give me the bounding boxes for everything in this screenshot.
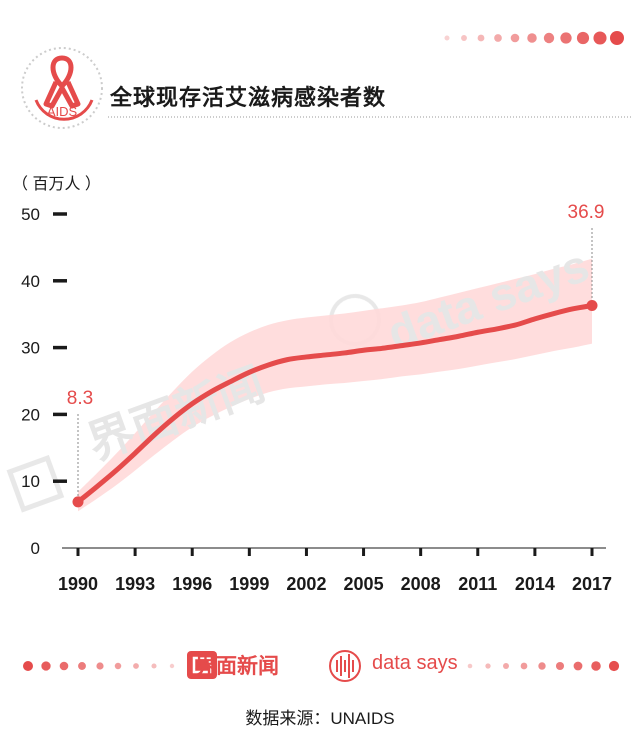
data-source: 数据来源：UNAIDS — [245, 709, 395, 728]
x-tick-label: 1999 — [229, 574, 269, 594]
decorative-dot — [593, 31, 607, 45]
y-tick-label: 40 — [21, 272, 40, 291]
decorative-dot — [608, 660, 620, 672]
decorative-dot — [23, 661, 33, 671]
decorative-dot — [41, 661, 51, 671]
jiemian-logo-icon — [187, 651, 217, 679]
decorative-dot — [485, 663, 491, 669]
decorative-dot — [114, 662, 122, 670]
decorative-dot — [560, 32, 572, 44]
x-tick-label: 2011 — [458, 574, 497, 594]
decorative-dot — [576, 31, 590, 45]
data-label: 8.3 — [67, 388, 93, 409]
y-tick-label: 30 — [21, 339, 40, 358]
decorative-dot — [610, 31, 624, 45]
decorative-dot — [59, 661, 69, 671]
decorative-dot — [510, 33, 520, 43]
decorative-dot — [494, 34, 502, 42]
x-tick-label: 2017 — [572, 574, 612, 594]
x-tick-label: 2005 — [344, 574, 384, 594]
uncertainty-band — [78, 258, 592, 512]
data-label: 36.9 — [568, 202, 605, 223]
decorative-dot — [520, 662, 528, 670]
decorative-dot — [503, 663, 509, 669]
decorative-dot — [573, 661, 583, 671]
y-tick-label: 50 — [21, 205, 40, 224]
x-tick-label: 2008 — [401, 574, 441, 594]
x-tick-label: 1990 — [58, 574, 98, 594]
decorative-dot — [461, 35, 467, 41]
y-tick-label: 0 — [31, 539, 40, 558]
decorative-dot — [444, 35, 450, 41]
decorative-dot — [591, 661, 601, 671]
red-ribbon-icon — [43, 55, 81, 109]
x-tick-label: 2002 — [286, 574, 326, 594]
decorative-dot — [78, 662, 86, 670]
decorative-dot — [538, 662, 546, 670]
decorative-dot — [96, 662, 104, 670]
chart-title: 全球现存活艾滋病感染者数 — [110, 85, 387, 110]
y-tick-label: 20 — [21, 405, 40, 424]
series-line — [75, 303, 595, 505]
footer-decorative-dots — [23, 660, 620, 672]
decorative-dot — [467, 663, 473, 669]
decorative-dot — [543, 32, 555, 44]
x-tick-label: 1996 — [172, 574, 212, 594]
decorative-dot — [555, 661, 565, 671]
x-tick-label: 2014 — [515, 574, 555, 594]
decorative-dot — [477, 34, 485, 42]
decorative-dot — [133, 663, 139, 669]
decorative-dot — [151, 663, 157, 669]
aids-logo-text: AIDS — [47, 104, 78, 119]
top-decorative-dots — [444, 31, 624, 45]
y-axis-unit: （ 百万人 ） — [12, 176, 101, 193]
aids-ribbon-logo: AIDS — [21, 47, 103, 129]
brand-tagline: data says — [372, 652, 458, 674]
brand-name: 界面新闻 — [195, 655, 279, 678]
decorative-dot — [527, 33, 537, 43]
data-point — [586, 300, 598, 312]
data-point — [72, 496, 84, 508]
x-tick-label: 1993 — [115, 574, 155, 594]
decorative-dot — [169, 663, 175, 669]
data-says-logo-icon — [329, 650, 361, 682]
y-tick-label: 10 — [21, 472, 40, 491]
